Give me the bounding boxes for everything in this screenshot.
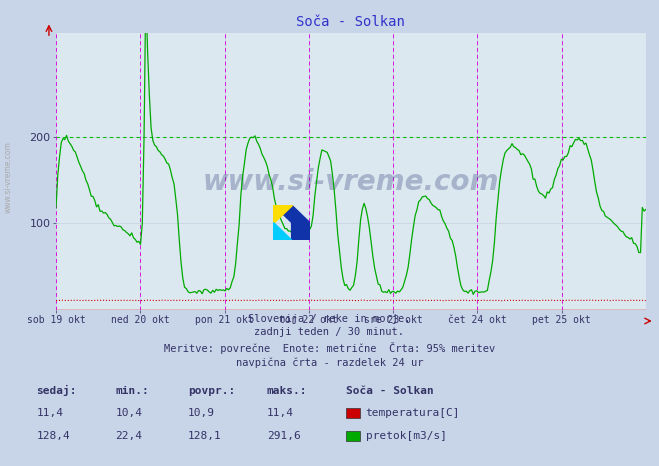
Text: www.si-vreme.com: www.si-vreme.com xyxy=(3,141,13,213)
Text: 11,4: 11,4 xyxy=(36,408,63,418)
Text: 10,4: 10,4 xyxy=(115,408,142,418)
Text: 291,6: 291,6 xyxy=(267,431,301,440)
Text: min.:: min.: xyxy=(115,386,149,396)
Text: Soča - Solkan: Soča - Solkan xyxy=(346,386,434,396)
Text: 10,9: 10,9 xyxy=(188,408,215,418)
Text: temperatura[C]: temperatura[C] xyxy=(366,408,460,418)
Text: sedaj:: sedaj: xyxy=(36,385,76,396)
Text: 128,4: 128,4 xyxy=(36,431,70,440)
Text: 128,1: 128,1 xyxy=(188,431,221,440)
Text: 22,4: 22,4 xyxy=(115,431,142,440)
Text: Slovenija / reke in morje.
zadnji teden / 30 minut.
Meritve: povrečne  Enote: me: Slovenija / reke in morje. zadnji teden … xyxy=(164,314,495,368)
Title: Soča - Solkan: Soča - Solkan xyxy=(297,14,405,29)
Polygon shape xyxy=(273,205,291,223)
Polygon shape xyxy=(273,223,291,240)
Polygon shape xyxy=(273,205,310,240)
Text: povpr.:: povpr.: xyxy=(188,386,235,396)
Text: 11,4: 11,4 xyxy=(267,408,294,418)
Text: pretok[m3/s]: pretok[m3/s] xyxy=(366,431,447,440)
Text: maks.:: maks.: xyxy=(267,386,307,396)
Text: www.si-vreme.com: www.si-vreme.com xyxy=(203,168,499,196)
